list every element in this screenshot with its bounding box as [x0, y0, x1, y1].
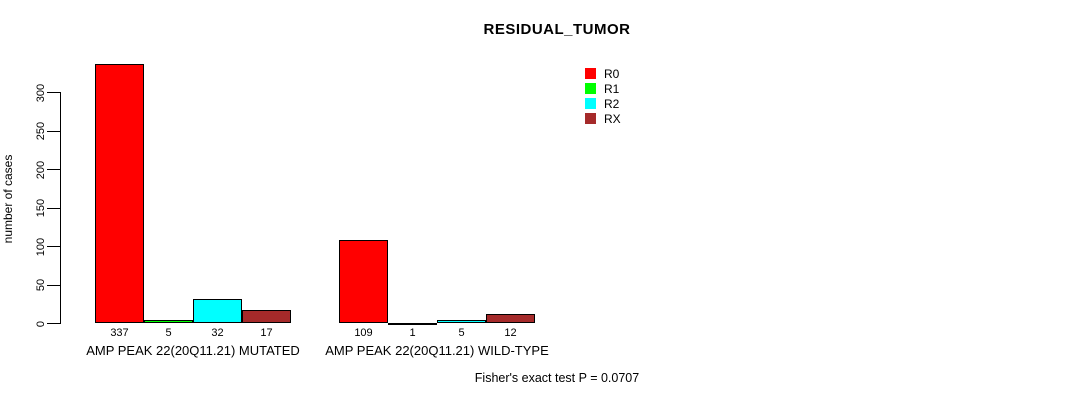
category-label: AMP PEAK 22(20Q11.21) MUTATED: [86, 343, 300, 358]
y-tick-label: 300: [35, 83, 47, 102]
legend-swatch-r0: [585, 68, 596, 79]
legend-label-rx: RX: [604, 112, 621, 126]
chart-title: RESIDUAL_TUMOR: [483, 21, 631, 38]
bar-r1-group1: [144, 319, 193, 324]
bar-value-label: 109: [354, 327, 373, 339]
bar-value-label: 5: [458, 327, 465, 339]
legend-label-r2: R2: [604, 97, 620, 111]
bar-r0-group1: [95, 64, 144, 324]
legend-label-r1: R1: [604, 82, 620, 96]
y-tick-mark: [47, 284, 60, 286]
y-tick-mark: [47, 246, 60, 248]
bar-value-label: 17: [260, 327, 273, 339]
y-axis-line: [60, 92, 61, 324]
bar-value-label: 32: [211, 327, 224, 339]
y-tick-label: 50: [35, 278, 47, 292]
y-tick-label: 150: [35, 198, 47, 218]
legend-label-r0: R0: [604, 67, 620, 81]
legend-swatch-rx: [585, 113, 596, 124]
y-tick-label: 250: [35, 122, 47, 141]
fisher-test-annotation: Fisher's exact test P = 0.0707: [474, 371, 640, 385]
y-tick-label: 0: [35, 320, 47, 327]
bar-value-label: 1: [409, 327, 416, 339]
bar-value-label: 5: [165, 327, 172, 339]
y-tick-mark: [47, 323, 60, 324]
y-tick-label: 100: [35, 237, 47, 256]
y-tick-mark: [47, 92, 60, 94]
bar-r2-group2: [437, 319, 486, 324]
legend-swatch-r2: [585, 98, 596, 109]
y-tick-label: 200: [35, 160, 47, 179]
bar-r2-group1: [193, 298, 242, 324]
y-tick-mark: [47, 207, 60, 209]
bar-value-label: 12: [504, 327, 517, 339]
bar-rx-group1: [242, 310, 291, 324]
y-axis-label: number of cases: [1, 154, 15, 244]
bar-rx-group2: [486, 314, 535, 324]
category-label: AMP PEAK 22(20Q11.21) WILD-TYPE: [325, 343, 549, 358]
bar-r1-group2: [388, 322, 437, 325]
bar-value-label: 337: [110, 327, 129, 339]
y-tick-mark: [47, 169, 60, 171]
bar-r0-group2: [339, 239, 388, 324]
y-tick-mark: [47, 130, 60, 132]
legend-swatch-r1: [585, 83, 596, 94]
